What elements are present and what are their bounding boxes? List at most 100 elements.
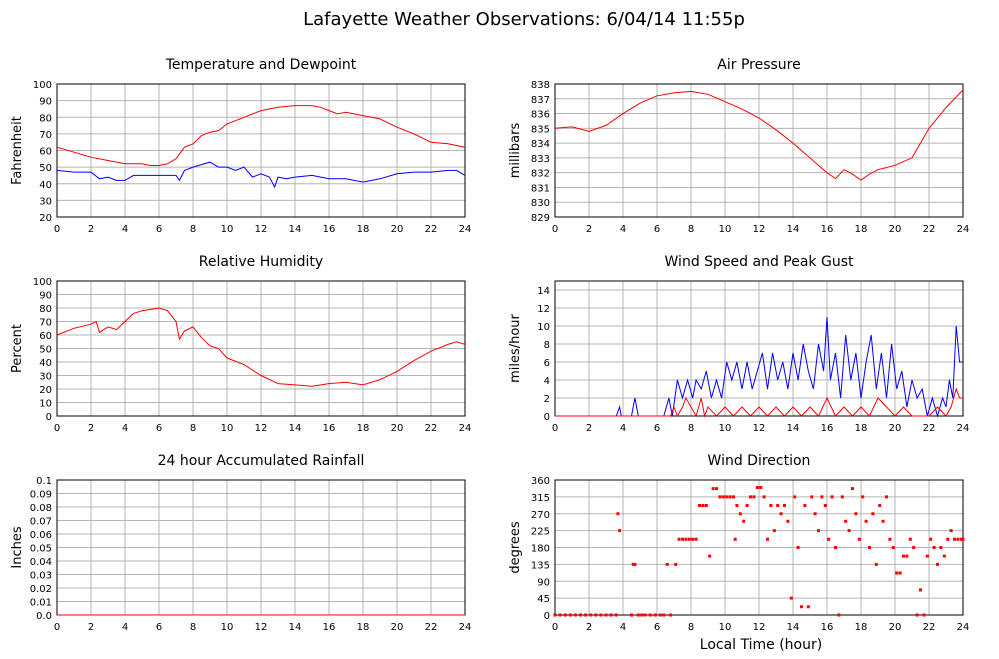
direction-point [674,562,678,566]
humidity-ytick-label: 70 [39,318,52,329]
rain-xtick-label: 6 [156,622,162,633]
direction-point [694,537,698,541]
humidity-xtick-label: 0 [54,423,60,434]
direction-xtick-label: 22 [923,622,936,633]
direction-point [810,495,814,499]
direction-point [830,495,834,499]
direction-point [844,519,848,523]
direction-point [898,571,902,575]
pressure-title: Air Pressure [717,57,800,73]
direction-point [779,512,783,516]
humidity-series-line-0 [56,307,466,387]
direction-point [895,571,899,575]
rain-xtick-label: 20 [391,622,404,633]
direction-xtick-label: 4 [620,622,626,633]
direction-point [919,588,922,592]
direction-point [669,613,673,617]
rain-xtick-label: 22 [425,622,438,633]
direction-point [868,546,871,549]
direction-xtick-label: 18 [855,622,868,633]
direction-xtick-label: 20 [889,622,902,633]
rain-xtick-label: 10 [221,622,234,633]
wind-xtick-label: 14 [787,423,800,434]
direction-point [925,554,929,558]
pressure-ytick-label: 830 [531,198,550,209]
pressure-ytick-label: 835 [531,124,550,135]
direction-point [640,613,644,617]
pressure-xtick-label: 8 [688,224,694,235]
pressure-xtick-label: 14 [787,224,800,235]
rain-chart: 0 2 4 6 8 10 12 14 16 18 20 22 240.00.010.020.030.04… [10,453,471,633]
chart-panels: 0 2 4 6 8 10 12 14 16 18 20 22 242030405060708090100… [10,57,969,633]
rain-y-axis-label: Inches [10,526,25,568]
wind-series-line-0 [555,316,963,418]
direction-point [745,504,749,507]
direction-point [721,495,725,499]
direction-point [823,504,827,507]
wind-frame [554,280,964,417]
humidity-title: Relative Humidity [199,254,323,270]
direction-ytick-label: 270 [531,510,550,521]
pressure-xtick-label: 4 [620,224,626,235]
direction-point [658,613,662,617]
direction-point [837,613,841,617]
direction-point [725,495,729,499]
pressure-ytick-label: 834 [531,139,550,150]
temp-ytick-label: 30 [39,196,52,207]
direction-point [800,605,803,609]
direction-point [558,613,562,617]
temp-xtick-label: 24 [459,224,472,235]
rain-xtick-label: 8 [190,622,196,633]
page-title: Lafayette Weather Observations: 6/04/14 … [303,9,745,30]
pressure-xtick-label: 0 [552,224,558,235]
wind-y-axis-label: miles/hour [508,313,523,382]
direction-point [796,546,800,549]
humidity-xtick-label: 24 [459,423,472,434]
pressure-xtick-label: 10 [719,224,732,235]
direction-point [563,613,567,617]
pressure-xtick-label: 6 [654,224,660,235]
direction-point [766,537,769,541]
direction-point [772,529,776,533]
temp-xtick-label: 10 [221,224,234,235]
humidity-ytick-label: 50 [39,345,52,356]
rain-ytick-label: 0.08 [30,503,52,514]
humidity-xtick-label: 14 [289,423,302,434]
pressure-ytick-label: 838 [531,80,550,91]
humidity-ytick-label: 90 [39,291,52,302]
direction-point [881,519,885,523]
pressure-xtick-label: 18 [855,224,868,235]
wind-xtick-label: 24 [957,423,970,434]
direction-point [715,487,718,491]
direction-point [677,537,681,541]
direction-xtick-label: 14 [787,622,800,633]
direction-point [912,546,916,549]
direction-xtick-label: 16 [821,622,834,633]
direction-point [579,613,582,617]
rain-ytick-label: 0.1 [36,476,52,487]
temp-ytick-label: 50 [39,163,52,174]
humidity-chart: 0 2 4 6 8 10 12 14 16 18 20 22 240102030405060708090… [10,254,471,434]
direction-point [834,546,837,549]
rain-xtick-label: 16 [323,622,336,633]
direction-point [959,537,963,541]
direction-point [749,495,752,499]
direction-xtick-label: 24 [957,622,970,633]
direction-ytick-label: 315 [531,493,550,504]
humidity-xtick-label: 8 [190,423,196,434]
temp-ytick-label: 80 [39,113,52,124]
wind-xtick-label: 12 [753,423,766,434]
direction-point [891,546,895,549]
direction-point [840,495,844,499]
direction-point [616,512,620,516]
humidity-xtick-label: 6 [156,423,162,434]
pressure-ytick-label: 836 [531,110,550,121]
direction-point [820,495,824,499]
temp-ytick-label: 20 [39,213,52,224]
humidity-xtick-label: 10 [221,423,234,434]
direction-y-axis-label: degrees [508,521,523,574]
direction-point [708,554,712,558]
rain-xtick-label: 4 [122,622,128,633]
direction-point [847,529,851,533]
